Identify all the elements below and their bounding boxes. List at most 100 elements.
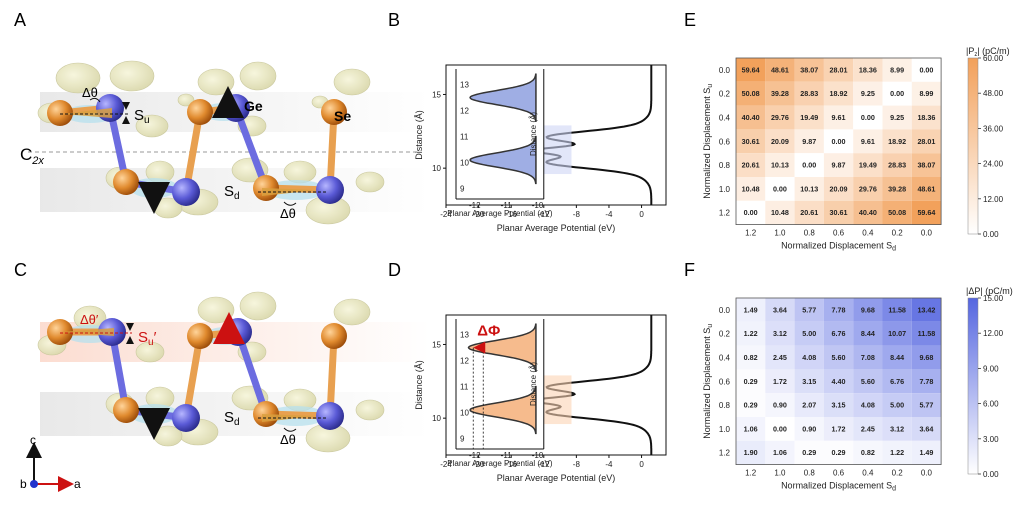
colorbar-tick-label: 3.00 [983, 435, 999, 444]
heatmap-cell [911, 298, 942, 322]
heatmap-cell-value: 13.42 [917, 305, 935, 314]
heatmap-cell [853, 153, 883, 177]
ge-atom [316, 402, 344, 430]
heatmap-cell-value: 20.61 [800, 208, 818, 217]
x-tick-label: -20 [473, 460, 485, 469]
heatmap-cell [823, 81, 854, 106]
heatmap-cell [765, 200, 795, 225]
panel-label-a: A [14, 10, 26, 30]
heatmap-cell-value: 18.36 [859, 65, 877, 74]
y-axis-label: Distance (Å) [414, 360, 424, 410]
heatmap-cell-value: 39.28 [888, 184, 906, 193]
inset-x-tick-label: -10 [532, 201, 544, 210]
inset-x-tick-label: -12 [469, 451, 481, 460]
heatmap-cell-value: 40.40 [742, 113, 760, 122]
heatmap-cell [823, 177, 854, 201]
heatmap-cell [882, 105, 912, 130]
heatmap-cell-value: 19.49 [859, 161, 877, 170]
se-atom [47, 319, 73, 345]
heatmap-cell [882, 298, 912, 322]
y-tick-label: 1.0 [719, 185, 731, 194]
heatmap-cell-value: 0.90 [773, 401, 787, 410]
ge-atom [172, 178, 200, 206]
heatmap-cell [765, 369, 795, 394]
y-tick-label: 1.0 [719, 425, 731, 434]
heatmap-cell-value: 2.45 [773, 353, 787, 362]
heatmap-cell [882, 417, 912, 441]
heatmap-cell [736, 153, 766, 177]
heatmap-cell [794, 345, 824, 370]
heatmap-cell-value: 9.61 [861, 137, 875, 146]
inset-y-tick-label: 9 [460, 185, 465, 194]
heatmap-cell [823, 393, 854, 417]
y-tick-label: 0.6 [719, 137, 731, 146]
y-tick-label: 0.0 [719, 306, 731, 315]
heatmap-cell-value: 9.68 [919, 353, 933, 362]
x-tick-label: -12 [538, 210, 550, 219]
heatmap-cell [794, 393, 824, 417]
se-atom [47, 100, 73, 126]
heatmap-cell [911, 417, 942, 441]
heatmap-cell-value: 38.07 [800, 65, 818, 74]
heatmap-cell [853, 298, 883, 322]
heatmap-cell-value: 28.01 [830, 65, 848, 74]
delta-phi-marker [473, 341, 486, 354]
heatmap-cell-value: 0.29 [802, 448, 816, 457]
heatmap-cell-value: 0.00 [773, 184, 787, 193]
heatmap-cell [765, 177, 795, 201]
c2x-label: C2x [20, 145, 44, 167]
inset-y-tick-label: 13 [460, 331, 469, 340]
y-tick-label: 15 [432, 90, 441, 99]
heatmap-cell [911, 129, 942, 154]
heatmap-cell [882, 200, 912, 225]
heatmap-cell-value: 0.82 [861, 448, 875, 457]
heatmap-cell-value: 1.49 [744, 305, 758, 314]
heatmap-cell-value: 11.58 [888, 305, 906, 314]
heatmap-cell [853, 321, 883, 346]
heatmap-cell [794, 81, 824, 106]
highlight-region [538, 125, 572, 175]
heatmap-cell [853, 369, 883, 394]
heatmap-cell-value: 0.00 [861, 113, 875, 122]
heatmap-cell-value: 1.72 [832, 424, 846, 433]
y-tick-label: 0.8 [719, 401, 731, 410]
inset-y-tick-label: 12 [460, 107, 469, 116]
heatmap-cell [794, 58, 824, 82]
heatmap-cell-value: 6.76 [890, 377, 904, 386]
colorbar-tick-label: 36.00 [983, 124, 1004, 133]
heatmap-cell-value: 38.07 [917, 161, 935, 170]
heatmap-cell-value: 0.00 [919, 65, 933, 74]
heatmap-cell-value: 5.77 [802, 305, 816, 314]
plot-frame [445, 64, 667, 206]
heatmap-cell [823, 345, 854, 370]
heatmap-cell-value: 8.44 [861, 329, 875, 338]
heatmap-cell [882, 58, 912, 82]
heatmap-cell [911, 81, 942, 106]
x-tick-label: 0.2 [892, 229, 904, 238]
heatmap-cell-value: 28.83 [800, 89, 818, 98]
heatmap-cell [853, 105, 883, 130]
heatmap-cell-value: 1.49 [919, 448, 933, 457]
y-tick-label: 15 [432, 340, 441, 349]
heatmap-cell-value: 0.00 [773, 424, 787, 433]
heatmap-f: 1.49 3.64 5.77 7.78 9.68 11.58 13.42 1.22 3.12 5.… [702, 286, 1013, 493]
inset-y-tick-label: 11 [460, 383, 469, 392]
heatmap-cell-value: 19.49 [800, 113, 818, 122]
y-tick-label: 0.2 [719, 90, 731, 99]
heatmap-cell-value: 28.83 [888, 161, 906, 170]
heatmap-cell [794, 177, 824, 201]
x-tick-label: -16 [505, 210, 517, 219]
x-tick-label: -4 [605, 460, 613, 469]
highlight-region [538, 375, 572, 425]
heatmap-cell [853, 440, 883, 465]
heatmap-cell-value: 1.06 [744, 424, 758, 433]
inset-y-axis-label: Distance (Å) [529, 112, 538, 156]
x-tick-label: 1.2 [745, 469, 757, 478]
delta-phi-label: ΔΦ [477, 323, 500, 340]
heatmap-cell [882, 440, 912, 465]
y-tick-label: 0.0 [719, 66, 731, 75]
heatmap-cell-value: 9.61 [832, 113, 846, 122]
heatmap-cell [911, 58, 942, 82]
heatmap-cell-value: 29.76 [859, 184, 877, 193]
heatmap-cell [823, 417, 854, 441]
